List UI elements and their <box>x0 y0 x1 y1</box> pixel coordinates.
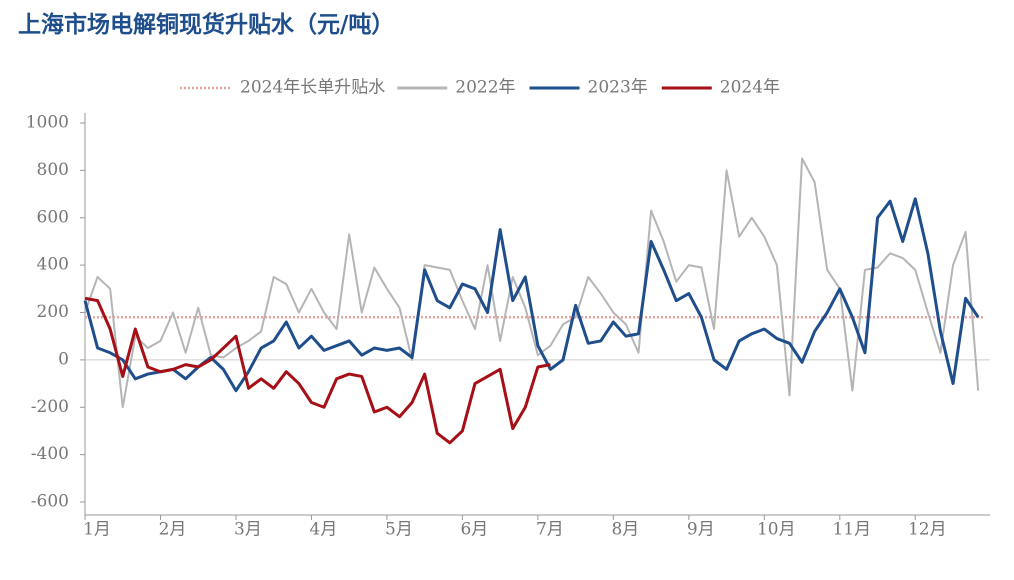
y-tick-label: 800 <box>37 160 69 180</box>
legend-label: 2024年长单升贴水 <box>240 78 385 98</box>
x-tick-label: 8月 <box>611 520 639 540</box>
x-tick-label: 1月 <box>83 520 111 540</box>
y-tick-label: 200 <box>37 302 69 322</box>
series-line <box>84 157 980 409</box>
x-tick-label: 10月 <box>757 520 796 540</box>
x-tick-label: 3月 <box>234 520 262 540</box>
y-tick-label: -400 <box>31 444 69 464</box>
x-tick-label: 2月 <box>159 520 187 540</box>
y-tick-label: -600 <box>31 492 69 512</box>
y-tick-label: 0 <box>58 349 69 369</box>
x-tick-label: 12月 <box>908 520 947 540</box>
y-tick-label: 400 <box>37 255 69 275</box>
x-tick-label: 11月 <box>832 520 871 540</box>
chart-title: 上海市场电解铜现货升贴水（元/吨） <box>18 11 394 38</box>
series-line <box>84 296 551 445</box>
legend-label: 2023年 <box>588 78 648 98</box>
series-line <box>83 197 980 393</box>
y-tick-label: 1000 <box>26 113 69 133</box>
x-tick-label: 9月 <box>687 520 715 540</box>
legend-label: 2024年 <box>720 78 780 98</box>
legend-label: 2022年 <box>455 78 515 98</box>
y-tick-label: -200 <box>31 397 69 417</box>
x-tick-label: 7月 <box>536 520 564 540</box>
x-tick-label: 4月 <box>310 520 338 540</box>
x-tick-label: 6月 <box>460 520 488 540</box>
y-tick-label: 600 <box>37 207 69 227</box>
x-tick-label: 5月 <box>385 520 413 540</box>
